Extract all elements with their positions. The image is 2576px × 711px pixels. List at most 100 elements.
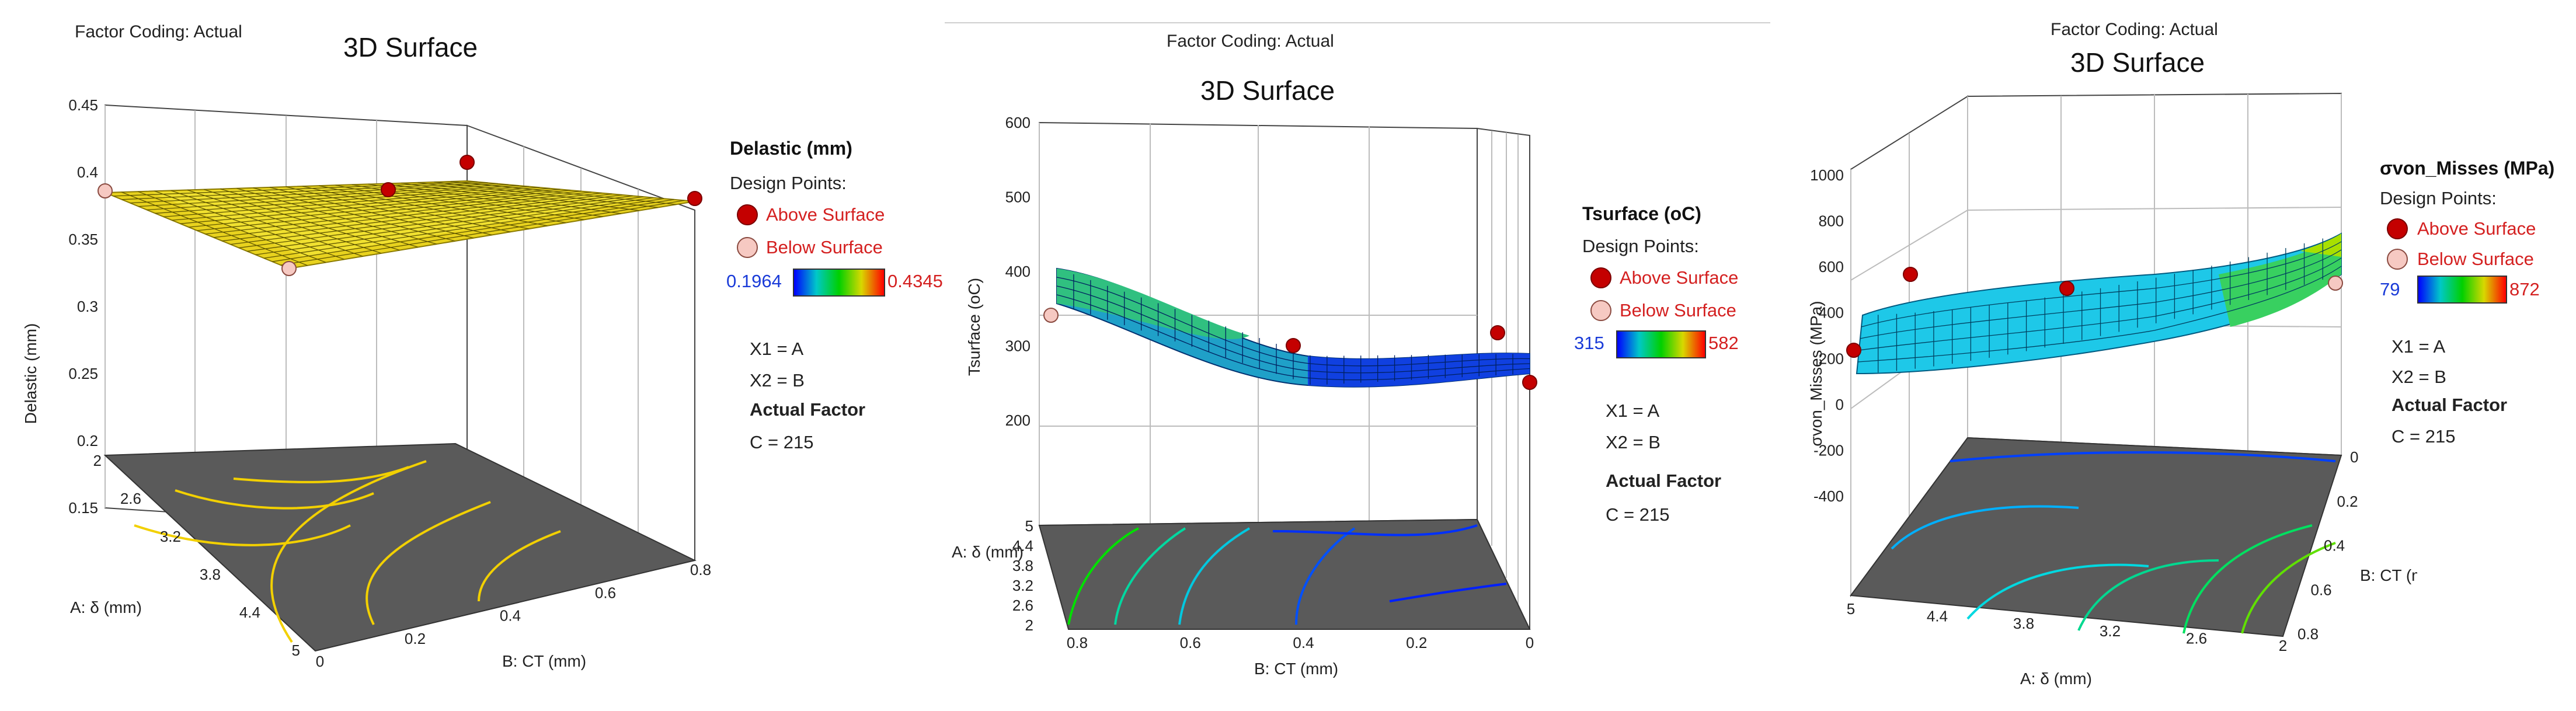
design-points-label: Design Points:: [1582, 236, 1699, 256]
divider-line: [945, 22, 1770, 23]
mesh-line: [417, 182, 640, 211]
mesh-line: [401, 182, 621, 214]
below-surface-marker: [737, 237, 758, 258]
x-tick-label: 0.6: [1180, 634, 1201, 651]
y-axis-label: A: δ (mm): [952, 543, 1024, 561]
chart-panel-tsurface: Factor Coding: Actual 3D Surface: [946, 0, 1752, 711]
chart-panel-delastic: Factor Coding: Actual 3D Surface: [0, 0, 943, 711]
z-axis-label: Delastic (mm): [22, 323, 40, 424]
mesh-line: [1056, 285, 1530, 374]
mesh-line: [1056, 294, 1530, 381]
mesh-line: [255, 197, 654, 256]
design-points-label: Design Points:: [2380, 188, 2497, 208]
mesh-line: [230, 194, 622, 245]
z-tick-label: 200: [1005, 412, 1031, 429]
y-tick-label: 0.2: [2337, 493, 2358, 510]
y-tick-label: 3.2: [1012, 577, 1033, 594]
z-tick-label: 0: [1836, 396, 1844, 413]
mesh-line: [1860, 249, 2342, 339]
chart-title: 3D Surface: [343, 32, 478, 62]
mesh-line: [205, 191, 591, 235]
above-surface-label: Above Surface: [1620, 267, 1739, 288]
x-axis-label: A: δ (mm): [2020, 670, 2092, 688]
z-tick-label: 0.3: [77, 298, 98, 315]
contour-lines: [1891, 451, 2336, 634]
legend-title: Tsurface (oC): [1582, 203, 1701, 224]
design-point: [1043, 308, 1059, 323]
z-tick-label: 0.15: [68, 499, 98, 517]
actual-factor-value: C = 215: [750, 432, 814, 452]
x-axis-label: B: CT (mm): [1254, 660, 1338, 678]
z-tick-label: 200: [1819, 350, 1844, 367]
design-point: [459, 155, 475, 170]
x-tick-label: 0: [1526, 634, 1534, 651]
mesh-line: [247, 196, 643, 252]
mesh-line: [239, 195, 633, 249]
x-tick-label: 2: [2279, 637, 2287, 654]
chart-title: 3D Surface: [1200, 75, 1335, 106]
z-tick-label: 0.2: [77, 432, 98, 449]
mesh-line: [1857, 266, 2342, 363]
design-point: [1903, 267, 1918, 282]
below-surface-label: Below Surface: [1620, 300, 1736, 320]
z-tick-label: 800: [1819, 212, 1844, 230]
x2-definition: X2 = B: [2391, 367, 2446, 387]
factor-coding-label: Factor Coding: Actual: [75, 22, 242, 41]
z-tick-label: 600: [1819, 258, 1844, 276]
chart-panel-von-misses: Factor Coding: Actual 3D Surface: [1775, 0, 2576, 711]
legend-title: Delastic (mm): [730, 138, 852, 159]
mesh-line: [1056, 277, 1530, 367]
x-tick-label: 3.2: [2100, 622, 2121, 640]
y-axis-label: A: δ (mm): [70, 598, 142, 616]
x1-definition: X1 = A: [1606, 400, 1660, 421]
design-point: [281, 261, 297, 276]
mesh-line: [319, 185, 529, 229]
design-points-label: Design Points:: [730, 173, 847, 193]
mesh-line: [368, 183, 584, 221]
design-point: [687, 191, 702, 206]
above-surface-label: Above Surface: [766, 204, 885, 225]
design-point: [1522, 375, 1537, 390]
mesh-line: [302, 186, 511, 232]
z-tick-label: -200: [1813, 441, 1844, 459]
design-point: [2059, 281, 2074, 296]
mesh-line: [384, 183, 603, 217]
design-point: [381, 182, 396, 197]
z-axis-label: Tsurface (oC): [965, 278, 983, 376]
z-axis-label: σvon_Misses (MPa): [1807, 301, 1825, 446]
y-tick-label: 0: [2350, 448, 2358, 466]
below-surface-marker: [2387, 249, 2408, 270]
y-tick-label: 0.8: [2297, 625, 2319, 643]
actual-factor-label: Actual Factor: [750, 399, 866, 420]
z-tick-label: 400: [1005, 263, 1031, 280]
y-tick-label: 5: [292, 642, 300, 659]
above-surface-marker: [2387, 218, 2408, 239]
above-surface-marker: [737, 204, 758, 225]
y-tick-label: 2.6: [1012, 597, 1033, 614]
x-tick-label: 0.2: [405, 630, 426, 647]
actual-factor-value: C = 215: [2391, 426, 2456, 447]
x-tick-label: 3.8: [2013, 615, 2034, 632]
z-tick-label: 400: [1819, 304, 1844, 322]
x2-definition: X2 = B: [750, 370, 805, 391]
x2-definition: X2 = B: [1606, 432, 1661, 452]
design-point: [2328, 276, 2343, 291]
z-tick-label: 500: [1005, 189, 1031, 206]
actual-factor-label: Actual Factor: [1606, 470, 1722, 491]
factor-coding-label: Factor Coding: Actual: [1167, 32, 1334, 51]
below-surface-marker: [1590, 300, 1611, 321]
mesh-line: [272, 199, 674, 262]
y-tick-label: 3.8: [1012, 557, 1033, 574]
mesh-line: [1858, 257, 2342, 351]
design-point: [1286, 338, 1301, 353]
z-tick-label: 0.35: [68, 231, 98, 248]
mesh-line: [1861, 241, 2342, 327]
x-tick-label: 0.8: [1067, 634, 1088, 651]
mesh-line: [434, 182, 658, 208]
surface-plot-delastic: 0.150.20.250.30.350.40.4522.63.23.84.450…: [22, 96, 711, 670]
y-axis-label: B: CT (mm): [2360, 566, 2417, 584]
x-tick-label: 0: [316, 653, 324, 670]
colorbar: [2417, 276, 2507, 304]
z-tick-label: 0.25: [68, 365, 98, 382]
z-tick-label: 0.45: [68, 96, 98, 114]
